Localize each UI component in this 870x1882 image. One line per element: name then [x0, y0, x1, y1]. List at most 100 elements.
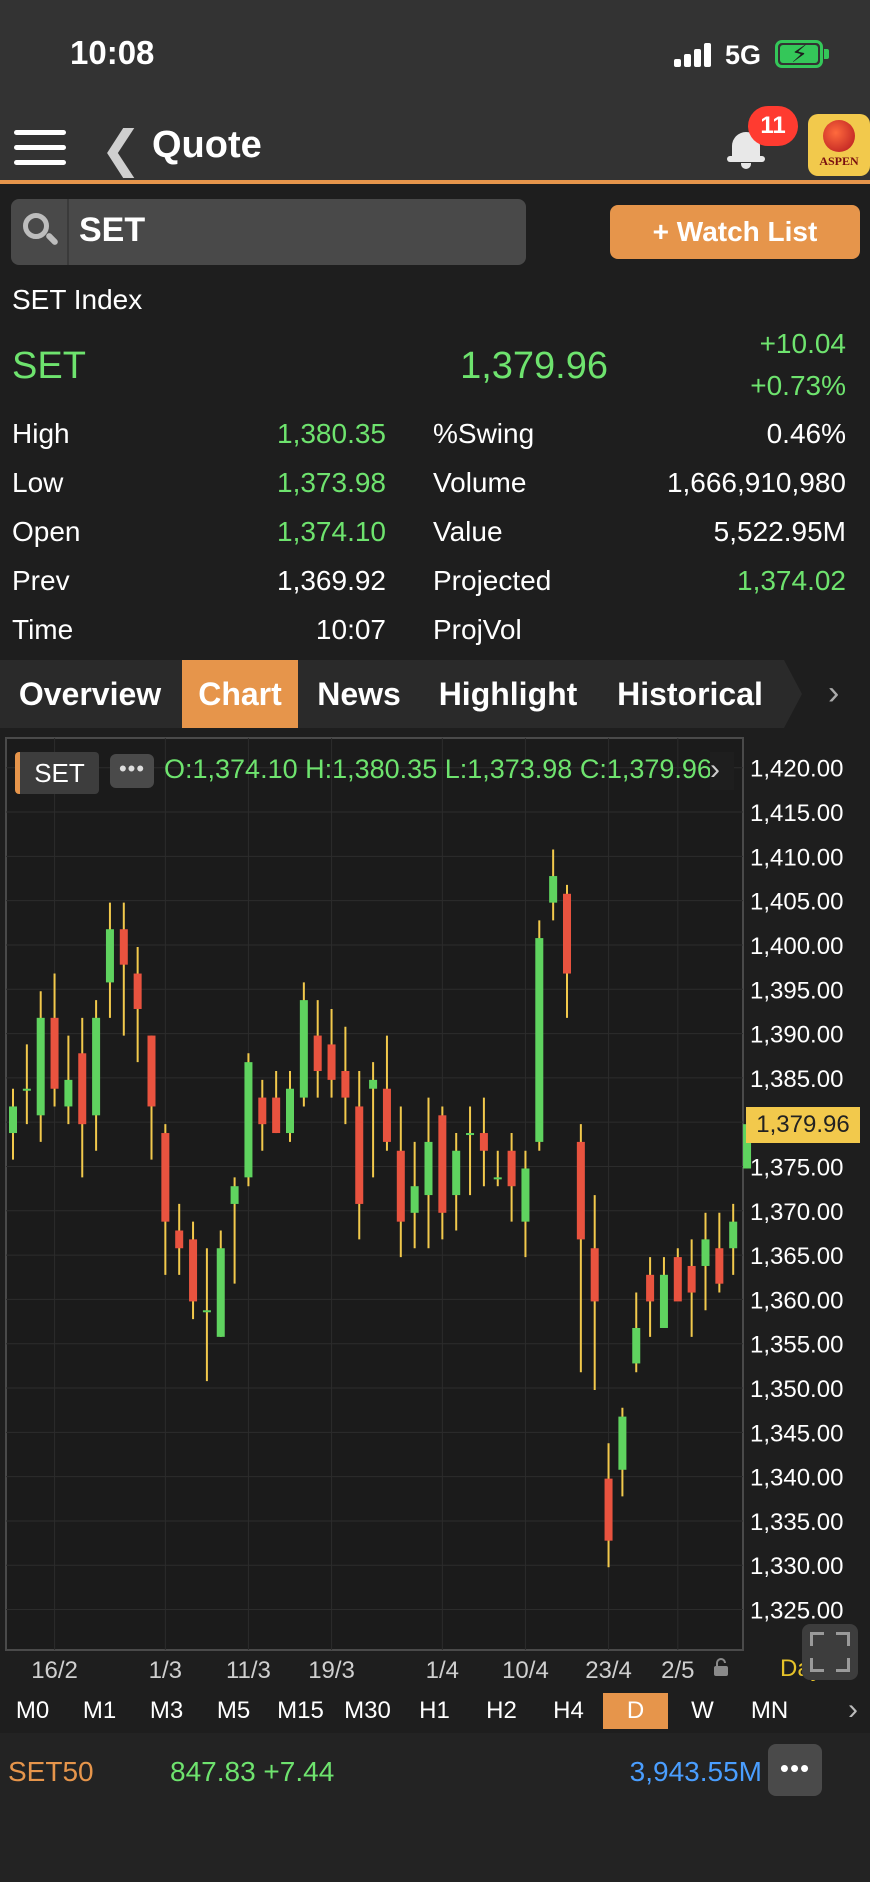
symbol-search-field[interactable]: SET	[11, 199, 526, 265]
candle[interactable]	[22, 1044, 31, 1125]
candle[interactable]	[299, 982, 308, 1107]
candle[interactable]	[507, 1133, 516, 1222]
candle[interactable]	[327, 1008, 336, 1098]
candle[interactable]	[272, 1071, 281, 1134]
index-name: SET Index	[12, 284, 143, 315]
timeframe-m3[interactable]: M3	[149, 1697, 184, 1724]
candle[interactable]	[147, 1035, 156, 1160]
candle[interactable]	[659, 1257, 668, 1328]
candle[interactable]	[119, 902, 128, 1036]
candle[interactable]	[92, 1000, 101, 1151]
candle[interactable]	[521, 1150, 530, 1258]
candle[interactable]	[36, 991, 45, 1142]
candle[interactable]	[341, 1026, 350, 1125]
candle-body	[563, 893, 571, 974]
candle[interactable]	[244, 1053, 253, 1187]
candle[interactable]	[687, 1239, 696, 1337]
candle[interactable]	[729, 1203, 738, 1275]
candle[interactable]	[396, 1106, 405, 1258]
candle[interactable]	[313, 1000, 322, 1098]
timeframe-m15[interactable]: M15	[277, 1697, 324, 1724]
timeframe-h4[interactable]: H4	[553, 1697, 584, 1724]
candle[interactable]	[78, 1017, 87, 1178]
candle[interactable]	[632, 1292, 641, 1373]
y-tick-label: 1,365.00	[750, 1243, 843, 1270]
candle[interactable]	[50, 973, 59, 1107]
candle[interactable]	[549, 849, 558, 921]
candle[interactable]	[9, 1088, 17, 1160]
candle[interactable]	[216, 1230, 225, 1337]
logo-text: ASPEN	[819, 154, 859, 168]
candle[interactable]	[189, 1221, 198, 1320]
candle-body	[673, 1257, 682, 1302]
candle[interactable]	[590, 1195, 599, 1391]
tab-overview[interactable]: Overview	[0, 660, 180, 728]
candle[interactable]	[438, 1106, 447, 1240]
chevron-right-icon[interactable]: ›	[836, 1693, 870, 1729]
timeframe-h1[interactable]: H1	[419, 1697, 450, 1724]
chart-symbol-tag[interactable]: SET	[15, 752, 99, 794]
search-input[interactable]: SET	[79, 211, 146, 249]
chevron-right-icon[interactable]: ›	[828, 674, 840, 712]
candle-body	[590, 1248, 599, 1302]
aspen-logo[interactable]: ASPEN	[808, 114, 870, 176]
timeframe-m0[interactable]: M0	[15, 1697, 50, 1724]
candle[interactable]	[133, 946, 142, 1063]
candle[interactable]	[535, 920, 544, 1151]
price-chart[interactable]: 1,420.00 1,415.00 1,410.00 1,405.00 1,400.00…	[0, 734, 870, 1692]
chart-options-button[interactable]: •••	[110, 754, 154, 788]
candle[interactable]	[673, 1248, 682, 1302]
candle[interactable]	[369, 1062, 378, 1178]
candle[interactable]	[701, 1212, 710, 1311]
candle[interactable]	[493, 1150, 502, 1187]
candle[interactable]	[563, 884, 571, 1018]
candle[interactable]	[452, 1133, 461, 1231]
candle[interactable]	[479, 1097, 488, 1187]
candle[interactable]	[258, 1079, 267, 1151]
search-icon[interactable]	[21, 211, 60, 251]
timeframe-mn[interactable]: MN	[750, 1697, 789, 1724]
timeframe-m30[interactable]: M30	[344, 1697, 391, 1724]
tab-news[interactable]: News	[300, 660, 418, 728]
ticker-value: 3,943.55M	[629, 1756, 762, 1787]
candle[interactable]	[64, 1035, 73, 1125]
candle[interactable]	[230, 1177, 239, 1284]
candle[interactable]	[355, 1071, 364, 1240]
candle[interactable]	[618, 1407, 627, 1497]
timeframe-d[interactable]: D	[603, 1693, 668, 1729]
candle[interactable]	[604, 1443, 613, 1568]
candle-body	[22, 1088, 31, 1091]
timeframe-h2[interactable]: H2	[486, 1697, 517, 1724]
fullscreen-icon[interactable]	[802, 1624, 858, 1680]
timeframe-w[interactable]: W	[691, 1697, 714, 1724]
candle[interactable]	[424, 1097, 433, 1249]
y-tick-label: 1,405.00	[750, 889, 843, 916]
timeframe-m1[interactable]: M1	[82, 1697, 117, 1724]
ticker-options-button[interactable]: •••	[768, 1744, 822, 1796]
add-watch-list-button[interactable]: + Watch List	[610, 205, 860, 259]
candle[interactable]	[105, 902, 114, 1018]
lock-icon[interactable]	[712, 1658, 730, 1676]
candle[interactable]	[175, 1203, 184, 1275]
candle[interactable]	[202, 1248, 211, 1382]
timeframe-m5[interactable]: M5	[216, 1697, 251, 1724]
candle[interactable]	[576, 1124, 585, 1373]
candle[interactable]	[382, 1035, 391, 1151]
tab-chart[interactable]: Chart	[182, 660, 298, 728]
tab-historical[interactable]: Historical	[598, 660, 782, 728]
candle[interactable]	[715, 1212, 724, 1293]
tab-highlight[interactable]: Highlight	[420, 660, 596, 728]
hamburger-menu-icon[interactable]	[14, 126, 66, 170]
notification-badge[interactable]: 11	[748, 106, 798, 146]
candle[interactable]	[161, 1124, 170, 1275]
candlestick-chart[interactable]: 1,420.00 1,415.00 1,410.00 1,405.00 1,400.00…	[0, 734, 870, 1692]
candle[interactable]	[286, 1071, 294, 1142]
ticker-symbol[interactable]: SET50	[8, 1756, 94, 1787]
chevron-right-icon[interactable]: ›	[710, 752, 734, 790]
back-chevron-icon[interactable]: ❮	[100, 121, 142, 177]
candle[interactable]	[410, 1141, 419, 1249]
candle[interactable]	[646, 1257, 655, 1337]
candle[interactable]	[466, 1106, 475, 1196]
tabs-scroll-right[interactable]: ›	[784, 660, 870, 728]
chart-plot-area[interactable]	[5, 737, 744, 1651]
